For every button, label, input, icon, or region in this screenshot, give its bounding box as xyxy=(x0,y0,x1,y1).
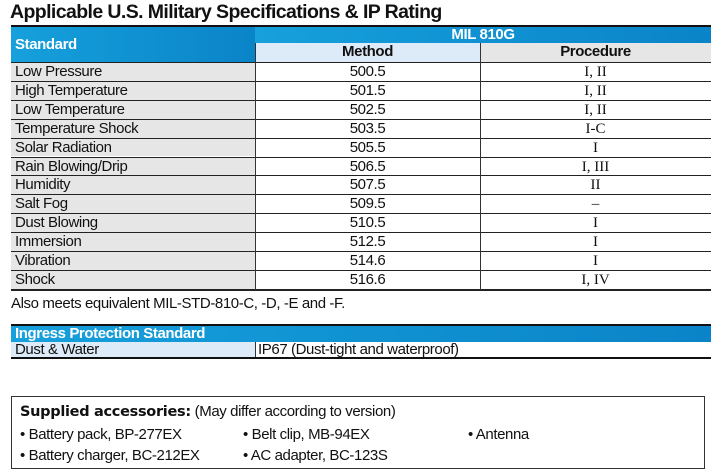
divider xyxy=(11,137,711,139)
standard-cell: Low Pressure xyxy=(11,63,255,81)
standard-header: Standard xyxy=(11,27,255,62)
ip-label: Dust & Water xyxy=(11,342,255,357)
method-header: Method xyxy=(255,43,480,62)
ip-table: Ingress Protection Standard Dust & Water… xyxy=(11,324,711,359)
method-cell: 514.6 xyxy=(349,252,386,269)
divider xyxy=(11,80,711,82)
ip-header: Ingress Protection Standard xyxy=(11,326,711,342)
procedure-cell: I xyxy=(593,139,598,156)
procedure-cell: I, IV xyxy=(581,271,610,288)
accessory-item: • AC adapter, BC-123S xyxy=(243,447,388,464)
standard-cell: Solar Radiation xyxy=(11,138,255,157)
procedure-cell: I, II xyxy=(584,64,607,80)
procedure-cell: I xyxy=(593,253,598,269)
divider xyxy=(255,43,256,290)
procedure-cell: I, II xyxy=(584,82,607,99)
mil-810g-header: MIL 810G xyxy=(255,27,711,43)
standard-cell: High Temperature xyxy=(11,81,255,100)
standard-cell: Vibration xyxy=(11,252,255,270)
method-cell: 516.6 xyxy=(349,270,386,288)
divider xyxy=(11,194,711,196)
standard-cell: Rain Blowing/Drip xyxy=(11,157,255,176)
accessory-item: • Battery charger, BC-212EX xyxy=(20,447,200,464)
divider xyxy=(11,99,711,101)
divider xyxy=(11,156,711,158)
divider xyxy=(11,251,711,252)
method-cell: 503.5 xyxy=(349,119,386,137)
procedure-cell: – xyxy=(591,196,600,213)
procedure-cell: I, II xyxy=(584,101,607,118)
divider xyxy=(11,25,711,27)
standard-cell: Immersion xyxy=(11,233,255,251)
mil-spec-table: Standard MIL 810G Method Procedure Low P… xyxy=(11,25,711,291)
page-title: Applicable U.S. Military Specifications … xyxy=(10,1,442,23)
method-cell: 502.5 xyxy=(349,100,386,118)
method-cell: 512.5 xyxy=(349,233,386,251)
method-cell: 507.5 xyxy=(349,176,386,194)
accessory-item: • Antenna xyxy=(468,426,529,443)
divider xyxy=(255,342,256,357)
procedure-cell: I xyxy=(593,234,598,251)
accessory-item: • Belt clip, MB-94EX xyxy=(243,426,370,443)
method-cell: 500.5 xyxy=(349,63,386,80)
standard-cell: Salt Fog xyxy=(11,195,255,214)
divider xyxy=(11,118,711,120)
divider xyxy=(11,232,711,234)
accessories-box: Supplied accessories: (May differ accord… xyxy=(11,396,705,469)
standard-cell: Dust Blowing xyxy=(11,214,255,233)
method-cell: 509.5 xyxy=(349,195,386,213)
standard-cell: Temperature Shock xyxy=(11,119,255,138)
equivalence-note: Also meets equivalent MIL-STD-810-C, -D,… xyxy=(11,295,345,312)
procedure-header: Procedure xyxy=(480,43,711,62)
procedure-cell: I, III xyxy=(581,158,610,175)
procedure-cell: II xyxy=(590,177,601,194)
divider xyxy=(11,269,711,271)
method-cell: 505.5 xyxy=(349,138,386,156)
method-cell: 501.5 xyxy=(349,81,386,99)
divider xyxy=(11,213,711,215)
standard-cell: Humidity xyxy=(11,176,255,195)
divider xyxy=(11,357,711,359)
divider xyxy=(11,175,711,177)
standard-cell: Shock xyxy=(11,270,255,289)
divider xyxy=(11,288,711,291)
accessories-heading: Supplied accessories: xyxy=(20,404,191,420)
divider xyxy=(11,324,711,326)
divider xyxy=(480,43,481,290)
procedure-cell: I-C xyxy=(585,120,606,137)
accessories-subheading: (May differ according to version) xyxy=(194,403,396,420)
procedure-cell: I xyxy=(593,215,598,232)
method-cell: 506.5 xyxy=(349,157,386,175)
divider xyxy=(11,62,711,63)
ip-value: IP67 (Dust-tight and waterproof) xyxy=(258,341,459,358)
method-cell: 510.5 xyxy=(349,214,386,232)
standard-cell: Low Temperature xyxy=(11,100,255,119)
accessory-item: • Battery pack, BP-277EX xyxy=(20,426,182,443)
